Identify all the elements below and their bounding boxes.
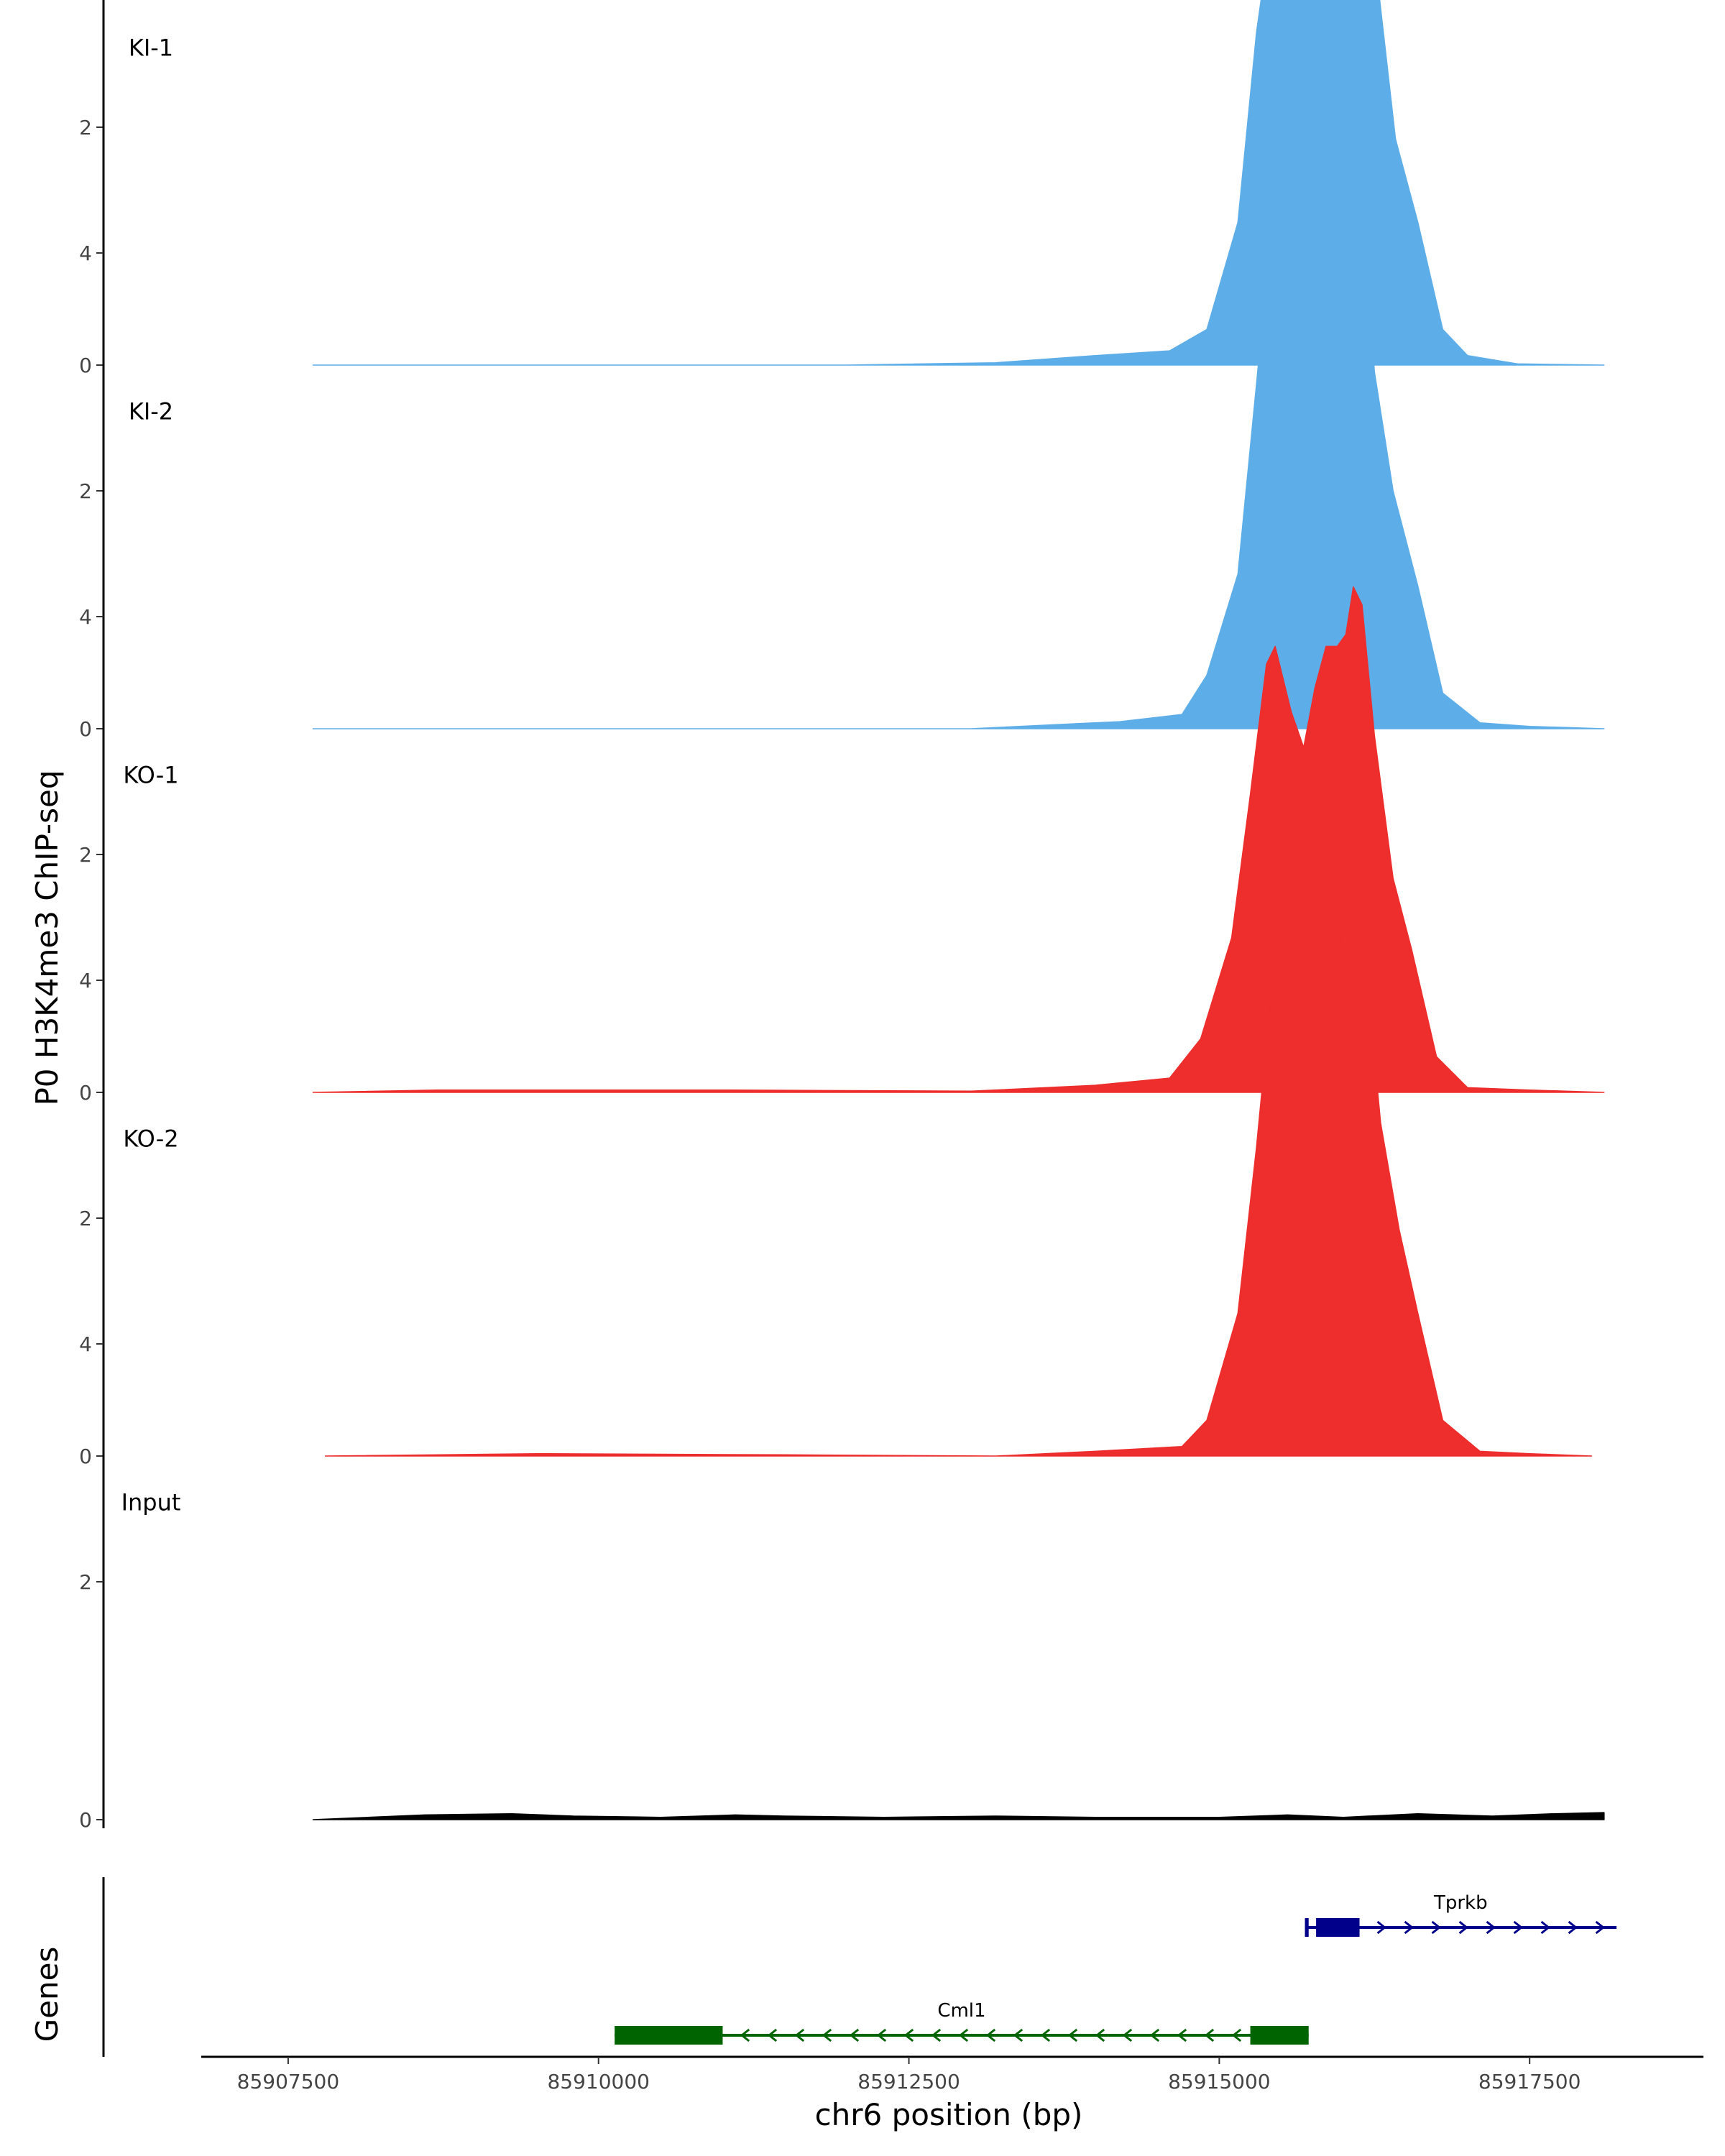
gene-track: Tprkb Cml1: [102, 1877, 1617, 2057]
gene-strand-arrow: [1095, 2028, 1105, 2042]
gene-strand-arrow: [1431, 1920, 1441, 1935]
y-tick-label: 0: [79, 717, 92, 741]
gene-strand-arrow: [1231, 2028, 1242, 2042]
signal-area-ki-1: [312, 0, 1605, 366]
signal-area-ki-2: [312, 103, 1605, 729]
y-tick-label: 2: [79, 116, 92, 139]
gene-strand-arrow: [1404, 1920, 1414, 1935]
gene-strand-arrow: [876, 2028, 887, 2042]
gene-strand-arrow: [740, 2028, 750, 2042]
gene-label: Tprkb: [1433, 1892, 1488, 1914]
gene-strand-arrow: [985, 2028, 996, 2042]
gene-strand-arrow: [1595, 1920, 1605, 1935]
y-tick-label: 0: [79, 1808, 92, 1832]
signal-area-input: [312, 1812, 1605, 1820]
x-axis: 85907500 85910000 85912500 85915000 85917500: [201, 2055, 1703, 2093]
gene-strand-arrow: [822, 2028, 832, 2042]
x-tick-label: 85917500: [1478, 2070, 1581, 2093]
y-tick-label: 4: [79, 969, 92, 992]
gene-strand-arrow: [1149, 2028, 1160, 2042]
x-tick-label: 85907500: [237, 2070, 340, 2093]
track-label: KO-2: [123, 1125, 178, 1153]
gene-strand-arrow: [1040, 2028, 1051, 2042]
gene-exon: [1316, 1918, 1360, 1937]
gene-strand-arrow: [849, 2028, 860, 2042]
y-tick-label: 2: [79, 479, 92, 503]
gene-strand-arrow: [1122, 2028, 1133, 2042]
y-tick-label: 0: [79, 1081, 92, 1105]
gene-strand-arrow: [1177, 2028, 1187, 2042]
track-label: Input: [121, 1489, 181, 1516]
y-tick-label: 0: [79, 1445, 92, 1468]
x-tick-label: 85910000: [547, 2070, 650, 2093]
gene-exon: [615, 2026, 723, 2045]
gene-strand-arrow: [903, 2028, 914, 2042]
gene-strand-arrow: [767, 2028, 778, 2042]
track-input: 0 2 4 Input: [79, 1177, 1605, 1832]
y-tick-label: 4: [79, 241, 92, 265]
y-tick-label: 4: [79, 1332, 92, 1356]
y-tick-label: 2: [79, 1207, 92, 1230]
signal-area-ko-2: [324, 902, 1593, 1457]
gene-tprkb: Tprkb: [1305, 1892, 1617, 1937]
track-label: KI-1: [129, 34, 173, 62]
y-tick-label: 0: [79, 354, 92, 377]
gene-cml1: Cml1: [615, 2000, 1309, 2045]
y-tick-label: 2: [79, 1570, 92, 1594]
gene-strand-arrow: [931, 2028, 942, 2042]
gene-strand-arrow: [1513, 1920, 1523, 1935]
gene-strand-arrow: [1376, 1920, 1386, 1935]
track-ki-1: 0 2 4 KI-1: [79, 0, 1605, 377]
gene-strand-arrow: [1486, 1920, 1496, 1935]
genes-axis-title: Genes: [29, 1947, 65, 2042]
x-tick-label: 85912500: [857, 2070, 960, 2093]
x-tick-label: 85915000: [1168, 2070, 1271, 2093]
track-label: KO-1: [123, 762, 178, 789]
gene-strand-arrow: [1540, 1920, 1550, 1935]
gene-strand-arrow: [1458, 1920, 1468, 1935]
gene-strand-arrow: [1067, 2028, 1078, 2042]
gene-strand-arrow: [1204, 2028, 1215, 2042]
x-axis-title: chr6 position (bp): [815, 2097, 1083, 2132]
y-axis-title: P0 H3K4me3 ChIP-seq: [29, 770, 65, 1105]
y-tick-label: 4: [79, 605, 92, 629]
gene-label: Cml1: [937, 2000, 985, 2022]
gene-exon: [1250, 2026, 1309, 2045]
track-label: KI-2: [129, 398, 173, 425]
track-ki-2: 0 2 4 KI-2: [79, 86, 1605, 741]
gene-exon: [1305, 1918, 1309, 1937]
gene-strand-arrow: [1568, 1920, 1578, 1935]
gene-strand-arrow: [794, 2028, 805, 2042]
track-ko-2: 0 2 4 KO-2: [79, 814, 1593, 1468]
y-tick-label: 2: [79, 843, 92, 867]
gene-strand-arrow: [1013, 2028, 1024, 2042]
gene-strand-arrow: [958, 2028, 969, 2042]
